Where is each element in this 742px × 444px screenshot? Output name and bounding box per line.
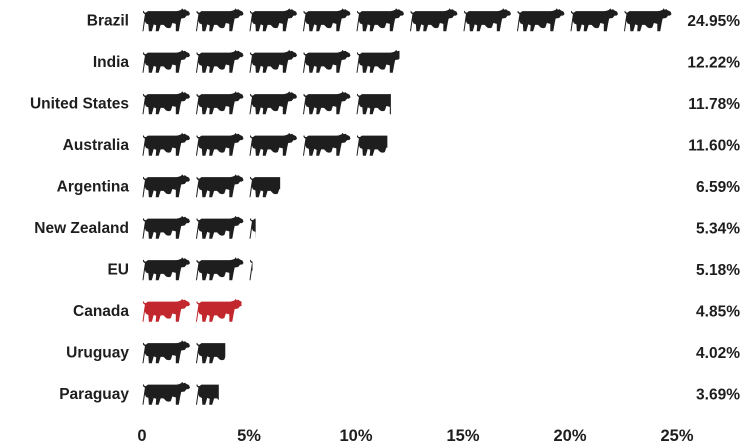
value-label: 11.60% (688, 138, 740, 155)
cow-icon (356, 49, 400, 73)
value-label: 4.02% (696, 345, 740, 362)
x-tick-label: 20% (553, 427, 586, 444)
category-label: Uruguay (66, 345, 129, 362)
x-tick-label: 25% (660, 427, 693, 444)
cow-icon (195, 298, 242, 322)
cow-icon (516, 8, 565, 32)
cow-icon (195, 132, 244, 156)
bar-row-canada: Canada 4.85% (73, 298, 740, 322)
cow-icon (356, 132, 388, 156)
category-label: Paraguay (59, 386, 129, 403)
cow-icon (195, 381, 219, 405)
value-label: 3.69% (696, 387, 740, 404)
cow-icon (142, 8, 191, 32)
cow-icon (302, 91, 351, 115)
value-label: 24.95% (687, 13, 740, 30)
category-label: New Zealand (34, 220, 129, 237)
cow-icon (249, 8, 298, 32)
value-label: 11.78% (688, 96, 740, 113)
cow-icon (195, 8, 244, 32)
cow-icon (142, 340, 191, 364)
cow-icon (302, 8, 351, 32)
x-tick-label: 0 (137, 427, 146, 444)
value-label: 5.34% (696, 221, 740, 238)
cow-icon (623, 8, 672, 32)
cow-icon (356, 91, 391, 115)
bar-row-new-zealand: New Zealand 5.34% (34, 215, 740, 239)
bar-row-uruguay: Uruguay 4.02% (66, 340, 740, 364)
value-label: 6.59% (696, 179, 740, 196)
category-label: EU (107, 262, 129, 279)
cow-icon (142, 91, 191, 115)
cow-icon (249, 215, 256, 239)
cow-icon (570, 8, 619, 32)
cow-icon (409, 8, 458, 32)
cow-icon (195, 174, 244, 198)
cow-icon (302, 132, 351, 156)
cow-icon (195, 340, 226, 364)
cow-icon (142, 132, 191, 156)
cow-icon (302, 49, 351, 73)
bar-row-brazil: Brazil 24.95% (87, 8, 740, 32)
category-label: India (93, 54, 130, 71)
bar-row-eu: EU 5.18% (107, 257, 740, 281)
category-label: United States (30, 96, 129, 113)
cow-icon (142, 49, 191, 73)
category-label: Argentina (57, 179, 130, 196)
cow-icon (195, 215, 244, 239)
bar-row-paraguay: Paraguay 3.69% (59, 381, 740, 405)
cow-icon (195, 49, 244, 73)
value-label: 5.18% (696, 262, 740, 279)
category-label: Brazil (87, 13, 129, 30)
category-label: Canada (73, 303, 129, 320)
value-label: 4.85% (696, 304, 740, 321)
x-tick-label: 10% (339, 427, 372, 444)
bar-row-united-states: United States 11.78% (30, 91, 740, 115)
x-tick-label: 5% (237, 427, 261, 444)
cow-icon (463, 8, 512, 32)
cow-icon (249, 132, 298, 156)
bar-row-india: India 12.22% (93, 49, 740, 73)
cow-icon (142, 174, 191, 198)
category-label: Australia (63, 137, 130, 154)
cow-icon (142, 215, 191, 239)
cow-icon (195, 91, 244, 115)
cow-icon (249, 91, 298, 115)
value-label: 12.22% (687, 55, 740, 72)
cow-icon (142, 381, 191, 405)
bar-row-australia: Australia 11.60% (63, 132, 740, 156)
cow-icon (249, 49, 298, 73)
cow-icon (249, 257, 253, 281)
bar-row-argentina: Argentina 6.59% (57, 174, 740, 198)
cow-icon (142, 257, 191, 281)
x-tick-label: 15% (446, 427, 479, 444)
cow-icon (356, 8, 405, 32)
cow-icon (142, 298, 191, 322)
cow-icon (195, 257, 244, 281)
cow-icon (249, 174, 281, 198)
